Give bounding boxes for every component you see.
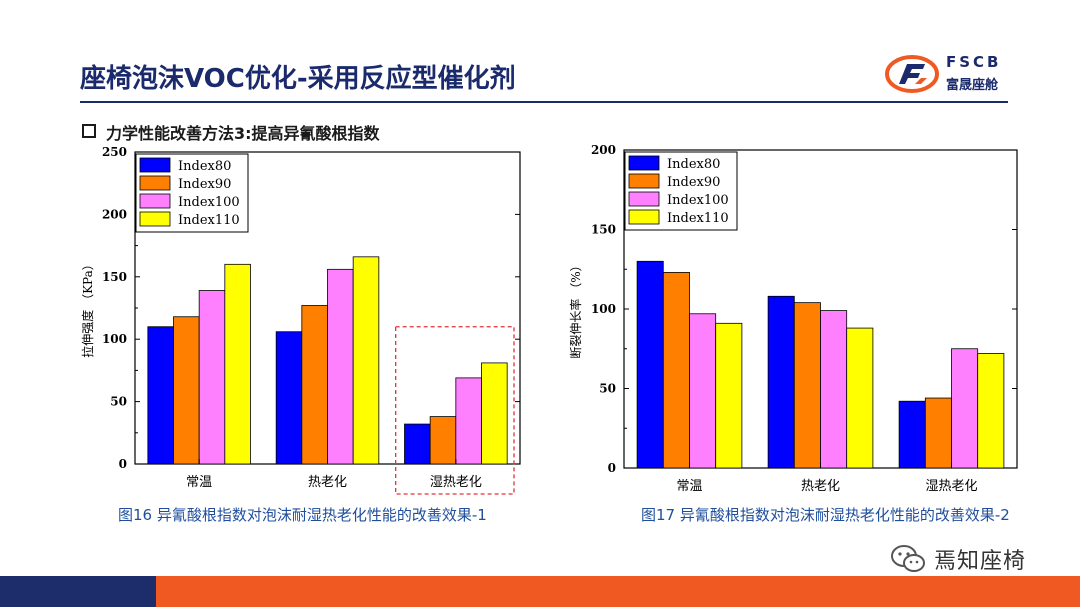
wechat-icon <box>891 545 925 572</box>
left-y-tick-label: 0 <box>119 457 127 471</box>
logo-name: 富晟座舱 <box>946 78 999 93</box>
left-y-axis-label: 拉伸强度 （KPa） <box>80 258 95 357</box>
right-bar-index90-0 <box>662 272 690 469</box>
right-bar-index80-1 <box>767 295 795 469</box>
right-legend-label-index110: Index110 <box>667 211 729 226</box>
left-legend-label-index90: Index90 <box>178 177 231 192</box>
left-bar-index80-1 <box>275 331 303 465</box>
left-plot-frame <box>134 151 521 465</box>
left-legend-swatch-index110 <box>139 211 171 227</box>
watermark-text: 焉知座椅 <box>934 549 1027 574</box>
right-legend-swatch-index90 <box>628 173 660 189</box>
left-legend-swatch-index100 <box>139 193 171 209</box>
left-bar-index80-0 <box>147 326 174 465</box>
right-legend-label-index90: Index90 <box>667 175 720 190</box>
left-highlight-box <box>395 326 515 495</box>
section-subtitle-text: 力学性能改善方法3:提高异氰酸根指数 <box>106 124 380 143</box>
right-y-tick-label: 0 <box>608 461 616 475</box>
bullet-square-icon <box>82 124 96 138</box>
right-y-tick-label: 50 <box>599 382 616 396</box>
right-bar-index90-2 <box>924 397 952 469</box>
right-x-tick-label: 常温 <box>676 479 702 494</box>
page-title: 座椅泡沫VOC优化-采用反应型催化剂 <box>80 64 516 94</box>
right-plot-frame <box>623 149 1018 469</box>
figure-16-caption: 图16 异氰酸根指数对泡沫耐湿热老化性能的改善效果-1 <box>118 506 487 524</box>
right-x-tick-label: 热老化 <box>801 479 840 494</box>
left-y-tick-label: 150 <box>102 270 127 284</box>
right-y-tick-label: 150 <box>591 223 616 237</box>
left-bar-index90-0 <box>173 316 200 465</box>
right-legend-swatch-index80 <box>628 155 660 171</box>
left-x-tick-label: 热老化 <box>308 475 347 490</box>
left-bar-index110-2 <box>481 362 508 465</box>
left-y-tick-label: 200 <box>102 207 127 221</box>
left-legend-label-index80: Index80 <box>178 159 231 174</box>
left-y-tick-label: 250 <box>102 145 127 159</box>
left-bar-index100-2 <box>455 377 482 465</box>
left-x-tick-label: 湿热老化 <box>430 475 482 490</box>
footer-bar-orange <box>156 576 1080 607</box>
right-legend-swatch-index100 <box>628 191 660 207</box>
right-bar-index90-1 <box>793 302 821 469</box>
right-bar-index110-2 <box>977 353 1005 469</box>
right-bar-index80-0 <box>636 260 664 469</box>
right-legend-frame <box>624 151 738 231</box>
section-subtitle: 力学性能改善方法3:提高异氰酸根指数 <box>82 120 380 144</box>
right-y-tick-label: 200 <box>591 143 616 157</box>
right-legend-label-index100: Index100 <box>667 193 729 208</box>
fscb-logo-icon <box>885 55 939 93</box>
footer-bar-blue <box>0 576 156 607</box>
left-legend-swatch-index90 <box>139 175 171 191</box>
logo-abbr: FSCB <box>946 53 1002 71</box>
title-divider <box>80 101 1008 103</box>
left-legend-frame <box>135 153 249 233</box>
right-legend-swatch-index110 <box>628 209 660 225</box>
left-bar-index110-0 <box>224 263 251 465</box>
left-bar-index110-1 <box>352 256 380 465</box>
right-bar-index110-0 <box>715 322 743 469</box>
left-bar-index80-2 <box>404 423 431 465</box>
right-y-axis-label: 断裂伸长率 （%） <box>568 259 583 358</box>
left-y-tick-label: 100 <box>102 332 127 346</box>
left-bar-index100-0 <box>198 290 226 465</box>
right-bar-index100-2 <box>951 348 979 469</box>
right-bar-index80-2 <box>898 400 926 469</box>
watermark: 焉知座椅 <box>890 542 1026 576</box>
right-y-tick-label: 100 <box>591 302 616 316</box>
right-legend-label-index80: Index80 <box>667 157 720 172</box>
left-bar-index100-1 <box>327 268 354 465</box>
left-legend-label-index110: Index110 <box>178 213 240 228</box>
right-x-tick-label: 湿热老化 <box>925 479 977 494</box>
left-x-tick-label: 常温 <box>186 475 212 490</box>
left-legend-label-index100: Index100 <box>178 195 240 210</box>
left-legend-swatch-index80 <box>139 157 171 173</box>
left-y-tick-label: 50 <box>110 395 127 409</box>
left-bar-index90-1 <box>301 305 328 465</box>
right-bar-index100-0 <box>689 313 717 469</box>
right-bar-index100-1 <box>820 310 848 469</box>
left-bar-index90-2 <box>429 416 457 465</box>
right-bar-index110-1 <box>846 327 874 469</box>
figure-17-caption: 图17 异氰酸根指数对泡沫耐湿热老化性能的改善效果-2 <box>641 506 1010 524</box>
